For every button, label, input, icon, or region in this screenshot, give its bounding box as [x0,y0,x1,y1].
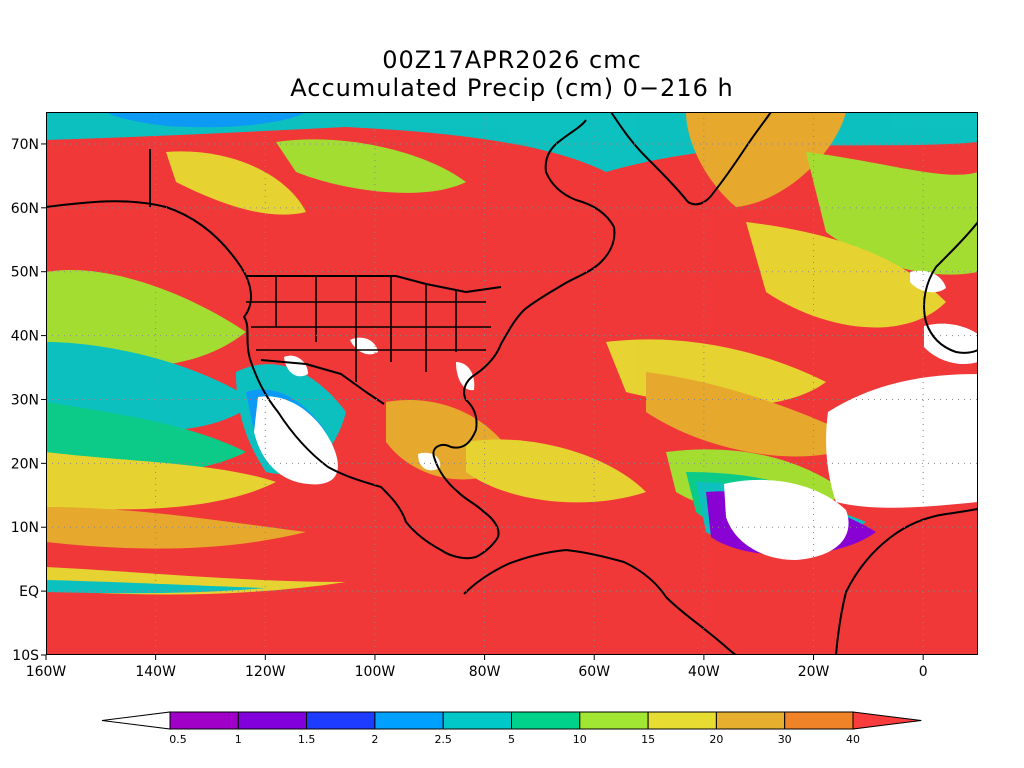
atlantic-dry [724,479,849,560]
graticule [46,112,978,655]
greenland-coast [610,112,772,206]
colorbar-label: 20 [709,733,723,746]
colorbar-label: 5 [508,733,515,746]
colorbar-swatch [784,711,854,730]
lon-tick-label: 160W [26,664,67,680]
lat-tick-label: 10N [11,520,39,536]
baja-dry [254,396,338,485]
lat-tick-label: 50N [11,265,39,281]
colorbar-swatch [169,711,239,730]
pacific-band-orange [46,507,306,549]
colorbar-swatch [647,711,717,730]
colorbar-label: 40 [846,733,860,746]
longitude-axis: 160W 140W 120W 100W 80W 60W 40W 20W 0 [26,655,928,680]
south-america-coast [463,549,737,655]
caribbean-yellow [466,439,646,503]
lon-tick-label: 60W [578,664,610,680]
colorbar-label: 30 [778,733,792,746]
africa-coast [835,508,978,655]
colorbar-swatch [306,711,376,730]
med-dry [946,340,972,359]
colorbar-swatch [237,711,308,730]
pacific-band-teal [46,402,246,472]
pacific-band-cyan [46,342,256,431]
lon-tick-label: 0 [919,664,928,680]
hudson-green [276,139,466,193]
colorbar-swatch [579,711,649,730]
precip-map [46,112,978,655]
map-subtitle: Accumulated Precip (cm) 0−216 h [290,74,734,102]
canada-yellow [166,151,306,215]
map-frame [46,112,978,655]
us-mexico-border [260,359,385,405]
europe-coast [923,221,978,354]
lat-tick-label: 60N [11,201,39,217]
pacific-band-green [46,270,246,368]
state-borders [246,276,491,382]
colorbar-swatch [442,711,513,730]
lon-tick-label: 140W [135,664,176,680]
colorbar-label: 0.5 [169,733,187,746]
greenland-orange [686,112,846,207]
sahara-dry [826,374,978,508]
colorbar-below-triangle [101,711,171,730]
latitude-axis: 70N 60N 50N 40N 30N 20N 10N EQ 10S [11,137,46,664]
colorbar: 0.5 1 1.5 2 2.5 5 10 15 20 30 40 [101,711,922,746]
east-atlantic-green [806,152,978,275]
lon-tick-label: 100W [355,664,396,680]
north-america-coast [46,119,616,560]
mid-atlantic-orange [646,372,866,457]
arctic-band-blue [106,112,306,128]
lat-tick-label: 30N [11,392,39,408]
lon-tick-label: 120W [245,664,286,680]
lon-tick-label: 80W [469,664,501,680]
lat-tick-label: 40N [11,329,39,345]
colorbar-swatch [374,711,444,730]
florida-dry [456,362,475,391]
lon-tick-label: 20W [798,664,830,680]
lon-tick-label: 40W [688,664,720,680]
colorbar-label: 1 [235,733,242,746]
map-title: 00Z17APR2026 cmc [382,46,642,74]
colorbar-label: 1.5 [298,733,316,746]
lat-tick-label: 20N [11,456,39,472]
colorbar-swatch [511,711,581,730]
southwest-dry [284,355,308,377]
colorbar-above-triangle [852,711,922,730]
lat-tick-label: 10S [12,648,39,664]
lat-tick-label: 70N [11,137,39,153]
colorbar-label: 10 [573,733,587,746]
colorbar-swatch [715,711,786,730]
colorbar-label: 15 [641,733,655,746]
dry-regions [254,270,978,560]
east-atlantic-yellow [746,222,946,328]
lat-tick-label: EQ [19,584,39,600]
colorbar-label: 2.5 [434,733,452,746]
pacific-band-yellow [46,452,276,510]
colorbar-label: 2 [371,733,378,746]
